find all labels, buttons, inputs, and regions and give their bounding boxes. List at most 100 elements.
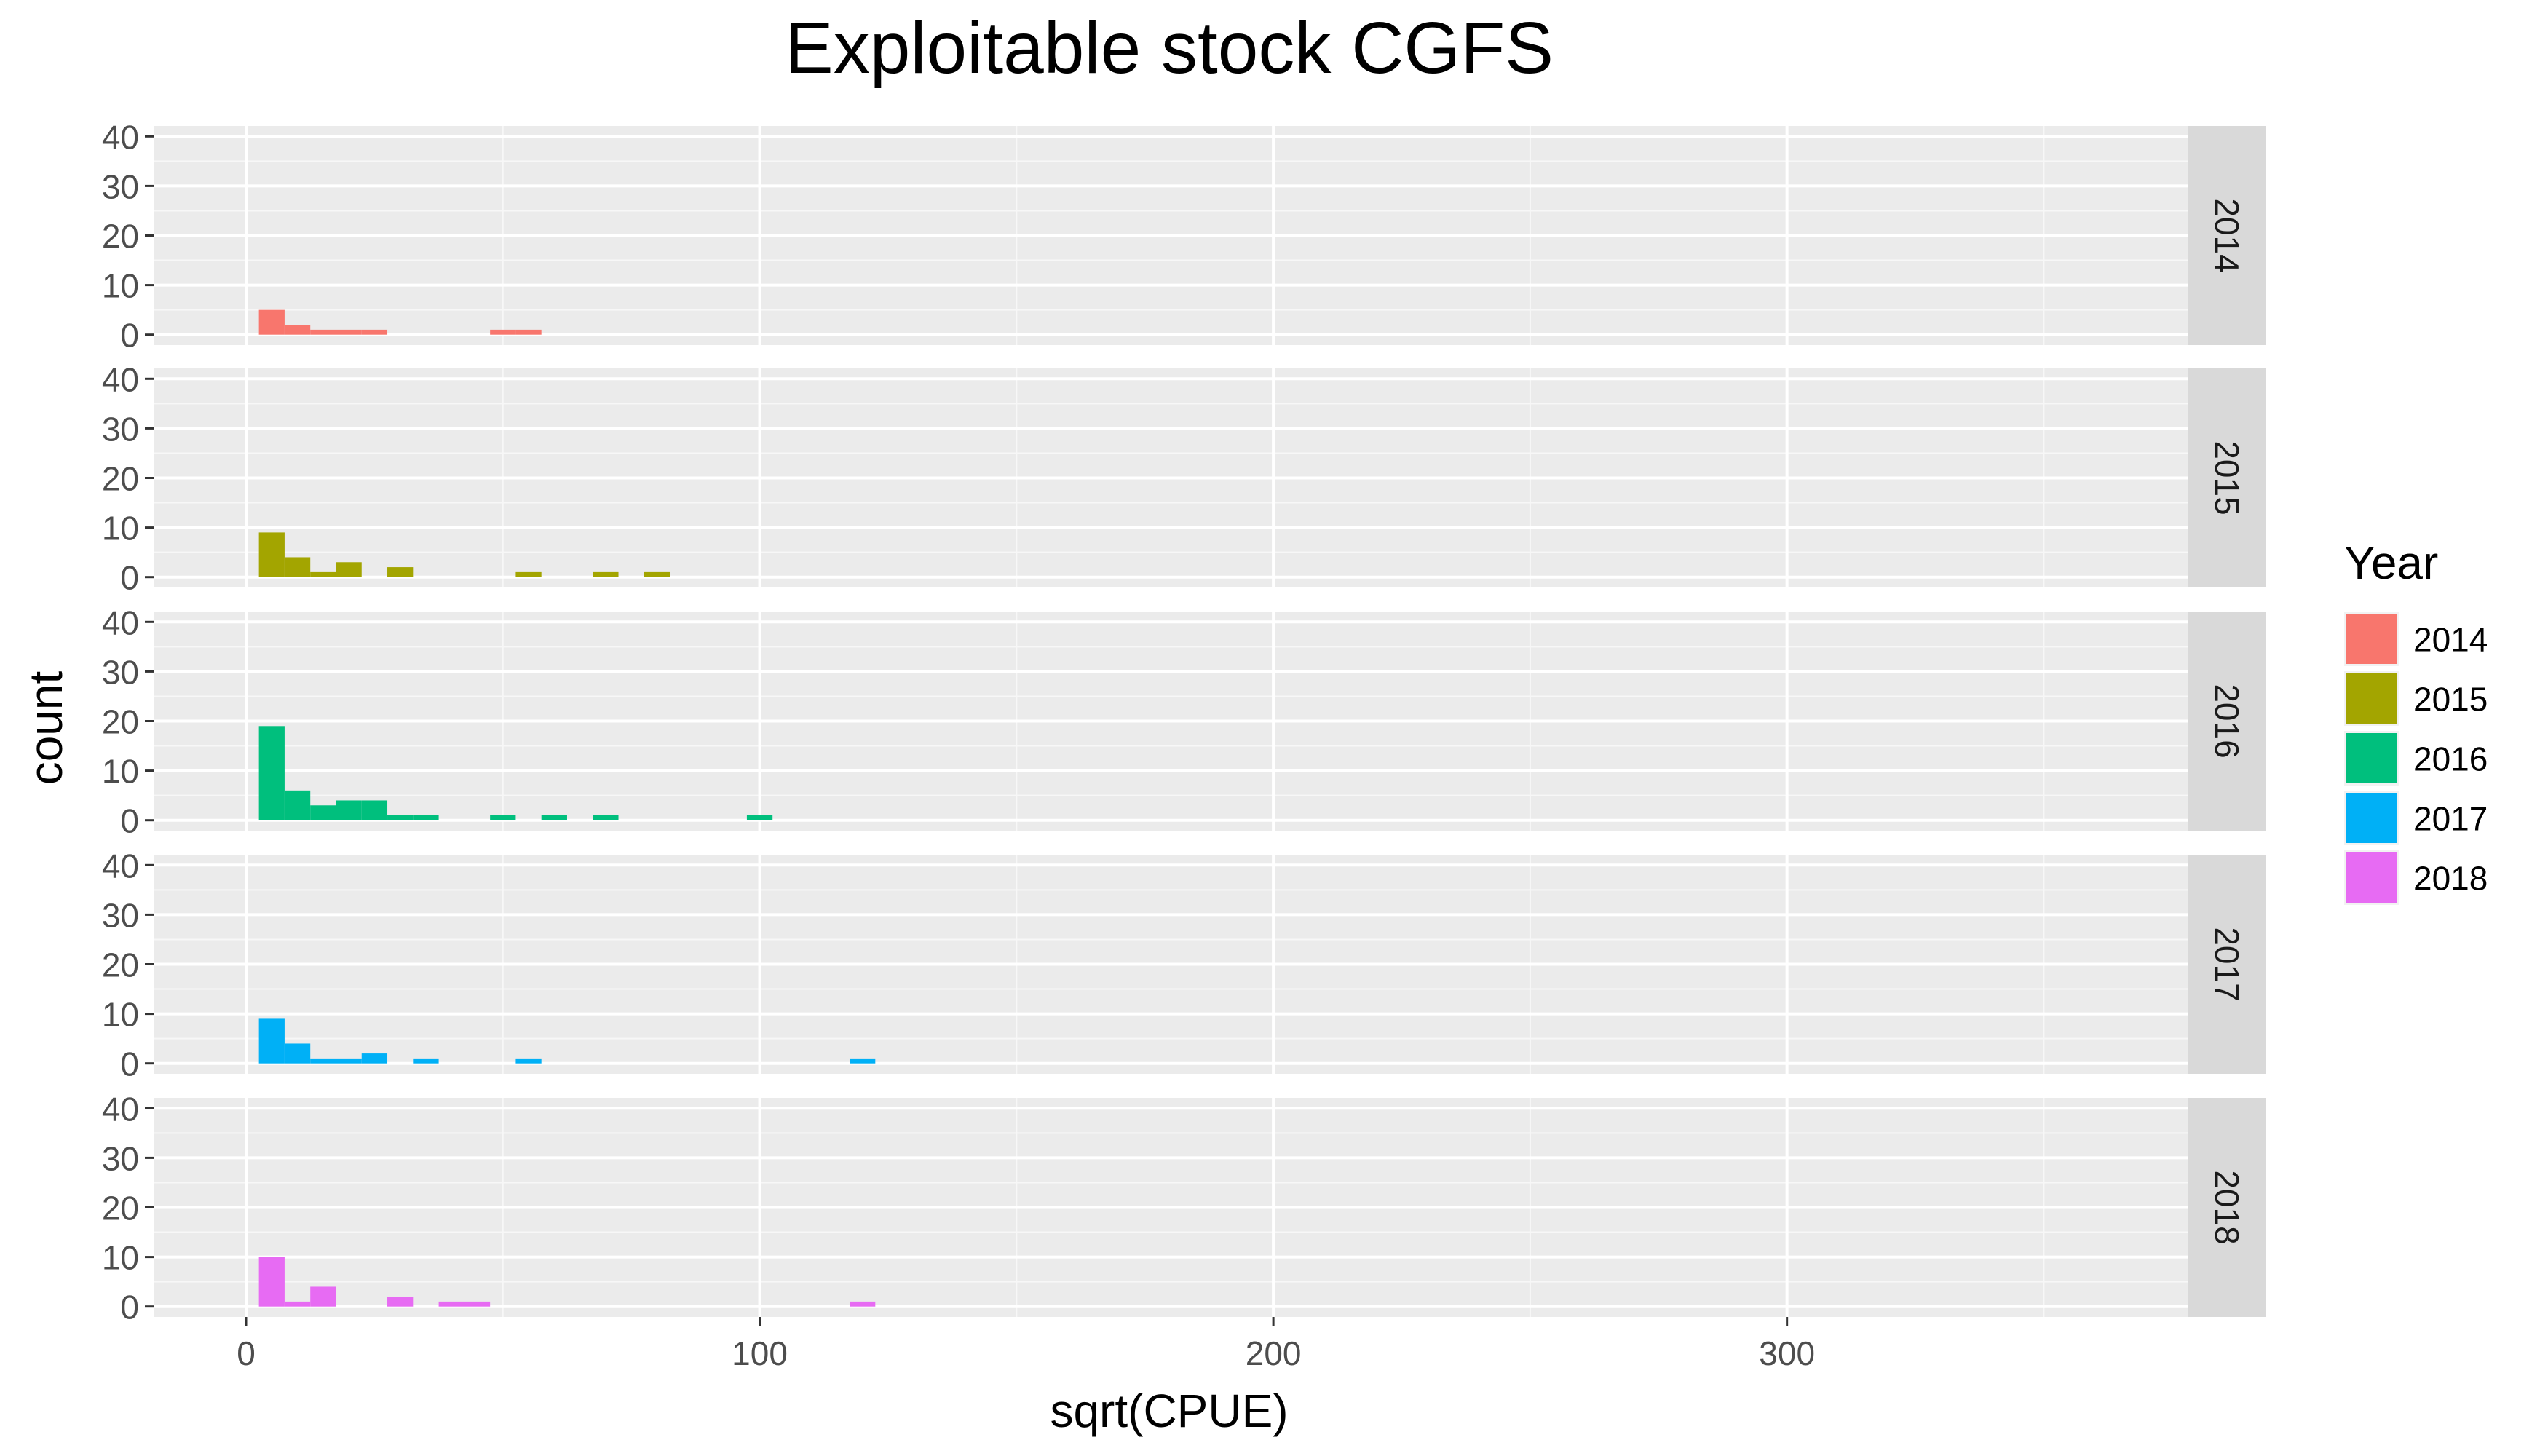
facets-layer: 0102030402014010203040201501020304020160… [102, 118, 2266, 1326]
histogram-bar [284, 325, 311, 335]
y-tick-label: 40 [102, 118, 139, 156]
legend-item-2017: 2017 [2344, 791, 2488, 845]
y-tick-label: 20 [102, 703, 139, 741]
facet-strip-label: 2018 [2208, 1170, 2246, 1244]
histogram-bar [336, 562, 362, 577]
y-tick-label: 40 [102, 1090, 139, 1128]
y-tick-label: 0 [120, 1045, 139, 1083]
legend-label: 2018 [2413, 860, 2488, 898]
y-tick-label: 0 [120, 559, 139, 597]
facet-panel-2016: 0 10 20 30 40 2016 [102, 604, 2266, 840]
histogram-bar [310, 571, 336, 577]
legend-swatch [2346, 793, 2397, 843]
histogram-bar [438, 1301, 464, 1307]
histogram-bar [644, 571, 670, 577]
y-tick-label: 30 [102, 410, 139, 448]
histogram-bar [310, 1286, 336, 1307]
y-tick-label: 10 [102, 1239, 139, 1277]
legend-swatch [2346, 733, 2397, 783]
histogram-bar [284, 1043, 311, 1064]
facet-panel-2017: 0 10 20 30 40 2017 [102, 847, 2266, 1083]
histogram-bar [387, 567, 414, 577]
legend-label: 2014 [2413, 621, 2488, 659]
legend-title: Year [2344, 537, 2438, 589]
legend-swatch [2346, 852, 2397, 903]
facet-panel-2014: 0 10 20 30 40 2014 [102, 118, 2266, 355]
histogram-bar [258, 1257, 285, 1307]
y-tick-label: 20 [102, 946, 139, 984]
histogram-bar [413, 815, 439, 820]
histogram-bar [850, 1301, 876, 1307]
x-tick-label: 100 [732, 1334, 788, 1372]
y-tick-label: 30 [102, 167, 139, 205]
histogram-bar [515, 329, 542, 335]
legend-label: 2016 [2413, 740, 2488, 778]
legend-item-2016: 2016 [2344, 731, 2488, 786]
x-axis: 0 100 200 300 [237, 1317, 1815, 1372]
y-tick-label: 10 [102, 510, 139, 547]
histogram-bar [593, 815, 619, 820]
histogram-bar [258, 309, 285, 335]
x-tick-label: 200 [1246, 1334, 1302, 1372]
y-tick-label: 0 [120, 802, 139, 840]
y-tick-label: 0 [120, 317, 139, 355]
histogram-bar [284, 790, 311, 820]
histogram-bar [387, 1297, 414, 1307]
y-tick-label: 20 [102, 460, 139, 498]
y-axis-label: count [20, 671, 72, 786]
histogram-bar [258, 1018, 285, 1064]
y-tick-label: 40 [102, 360, 139, 398]
facet-panel-2015: 0 10 20 30 40 2015 [102, 360, 2266, 597]
histogram-bar [515, 1058, 542, 1064]
x-tick-label: 0 [237, 1334, 256, 1372]
facet-strip [2188, 1098, 2266, 1317]
histogram-bar [336, 1058, 362, 1064]
facet-strip [2188, 368, 2266, 587]
histogram-bar [746, 815, 773, 820]
legend: 2014 2015 2016 2017 2018 [2344, 612, 2488, 905]
facet-strip [2188, 612, 2266, 831]
legend-label: 2017 [2413, 800, 2488, 838]
y-tick-label: 0 [120, 1289, 139, 1326]
y-tick-label: 10 [102, 267, 139, 305]
histogram-bar [258, 726, 285, 820]
histogram-bar [464, 1301, 491, 1307]
facet-strip [2188, 855, 2266, 1074]
legend-item-2018: 2018 [2344, 850, 2488, 905]
chart-title: Exploitable stock CGFS [785, 7, 1554, 89]
y-tick-label: 20 [102, 218, 139, 256]
histogram-bar [490, 815, 516, 820]
x-axis-label: sqrt(CPUE) [1050, 1385, 1288, 1437]
histogram-bar [336, 800, 362, 820]
legend-item-2015: 2015 [2344, 671, 2488, 726]
legend-item-2014: 2014 [2344, 612, 2488, 666]
histogram-bar [387, 815, 414, 820]
facet-strip [2188, 126, 2266, 345]
y-tick-label: 10 [102, 996, 139, 1034]
histogram-bar [361, 1053, 388, 1064]
histogram-bar [490, 329, 516, 335]
legend-swatch [2346, 614, 2397, 664]
histogram-bar [310, 329, 336, 335]
facet-strip-label: 2017 [2208, 927, 2246, 1001]
facet-strip-label: 2014 [2208, 198, 2246, 272]
histogram-bar [336, 329, 362, 335]
histogram-bar [541, 815, 567, 820]
y-tick-label: 40 [102, 604, 139, 641]
histogram-bar [413, 1058, 439, 1064]
histogram-bar [258, 532, 285, 577]
histogram-bar [850, 1058, 876, 1064]
histogram-bar [310, 805, 336, 820]
histogram-bar [515, 571, 542, 577]
y-tick-label: 30 [102, 1139, 139, 1177]
facet-panel-2018: 0 10 20 30 40 2018 [102, 1090, 2266, 1326]
histogram-bar [284, 1301, 311, 1307]
histogram-bar [593, 571, 619, 577]
facet-strip-label: 2016 [2208, 684, 2246, 758]
histogram-bar [284, 557, 311, 577]
histogram-bar [310, 1058, 336, 1064]
x-tick-label: 300 [1759, 1334, 1815, 1372]
histogram-bar [361, 800, 388, 820]
